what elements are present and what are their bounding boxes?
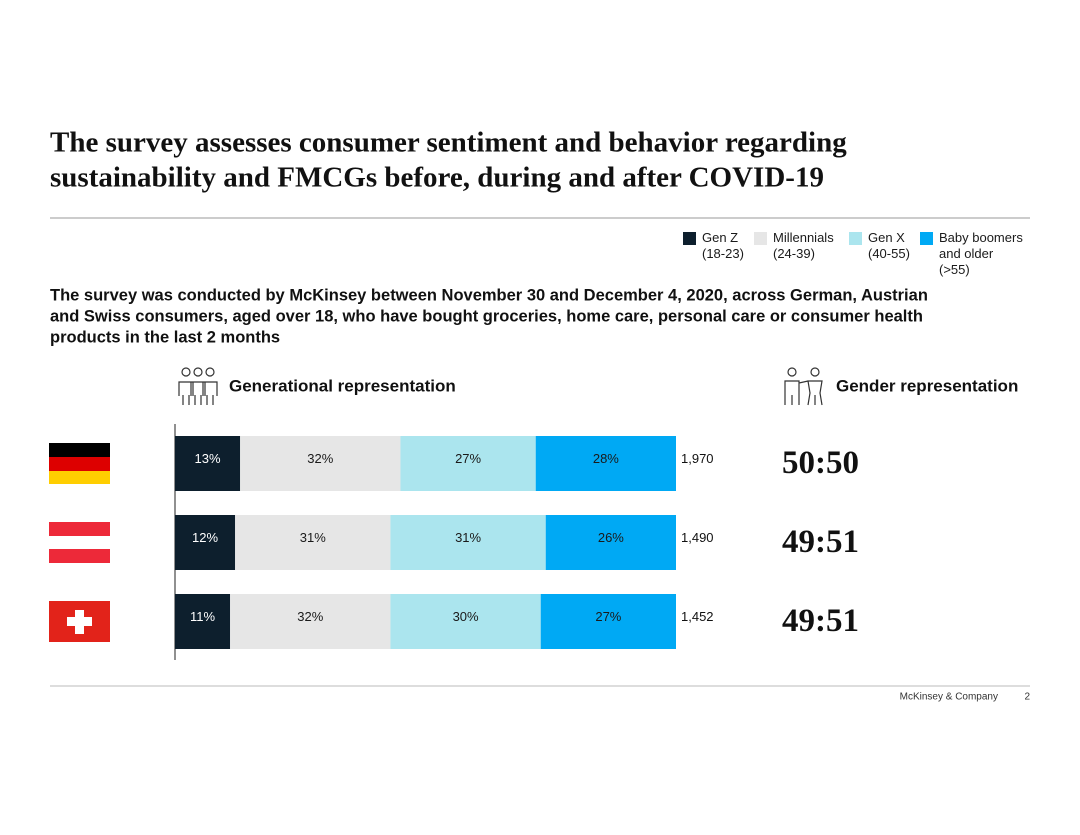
legend-item: Gen Z (18-23): [683, 230, 744, 262]
subtitle: products in the last 2 months: [50, 328, 280, 346]
legend-swatch: [683, 232, 696, 245]
legend-age: (40-55): [868, 246, 910, 261]
value-label: 13%: [195, 451, 221, 466]
bar-segment: [235, 515, 391, 570]
legend-text: Millennials (24-39): [773, 230, 834, 262]
total-label: 1,490: [681, 530, 714, 545]
flag-germany: [49, 443, 110, 484]
bar-segment: [240, 436, 401, 491]
gender-ratio: 49:51: [782, 524, 859, 560]
bar-segment: [535, 436, 676, 491]
value-label: 26%: [598, 530, 624, 545]
legend-text: Baby boomers and older (>55): [939, 230, 1034, 278]
legend-text: Gen Z (18-23): [702, 230, 744, 262]
legend-age: (18-23): [702, 246, 744, 261]
flag-switzerland: [49, 601, 110, 642]
legend-swatch: [920, 232, 933, 245]
legend-text: Gen X (40-55): [868, 230, 910, 262]
gender-icon: [784, 367, 823, 406]
people-icon: [178, 367, 218, 405]
bar-segment: [175, 594, 231, 649]
value-label: 31%: [455, 530, 481, 545]
legend-name: Gen X: [868, 230, 905, 245]
page-number: 2: [1024, 692, 1030, 703]
value-label: 32%: [307, 451, 333, 466]
legend-name: Gen Z: [702, 230, 739, 245]
bar-segment: [175, 515, 236, 570]
legend-age: (>55): [939, 262, 970, 277]
subtitle: and Swiss consumers, aged over 18, who h…: [50, 307, 923, 325]
flag-austria: [49, 522, 110, 563]
bar-segment: [545, 515, 676, 570]
bar-segment: [390, 515, 546, 570]
total-label: 1,970: [681, 451, 714, 466]
chart-title: Generational representation: [229, 376, 456, 395]
bar-segment: [390, 594, 541, 649]
gender-ratio: 50:50: [782, 445, 859, 481]
bar-segment: [230, 594, 391, 649]
total-label: 1,452: [681, 609, 714, 624]
legend-swatch: [754, 232, 767, 245]
value-label: 11%: [190, 609, 215, 624]
bar-segment: [540, 594, 676, 649]
value-label: 28%: [593, 451, 619, 466]
legend-swatch: [849, 232, 862, 245]
value-label: 12%: [192, 530, 218, 545]
legend-age: (24-39): [773, 246, 815, 261]
bar-segment: [175, 436, 241, 491]
value-label: 27%: [595, 609, 621, 624]
subtitle: The survey was conducted by McKinsey bet…: [50, 286, 928, 304]
legend-name: Baby boomers and older: [939, 230, 1023, 261]
bar-segment: [400, 436, 536, 491]
value-label: 27%: [455, 451, 481, 466]
legend-item: Gen X (40-55): [849, 230, 910, 262]
legend-item: Millennials (24-39): [754, 230, 834, 262]
value-label: 32%: [297, 609, 323, 624]
value-label: 31%: [300, 530, 326, 545]
gender-title: Gender representation: [836, 376, 1018, 395]
slide-title: sustainability and FMCGs before, during …: [50, 162, 824, 194]
legend-item: Baby boomers and older (>55): [920, 230, 1034, 278]
slide-title: The survey assesses consumer sentiment a…: [50, 127, 847, 159]
gender-ratio: 49:51: [782, 603, 859, 639]
legend-name: Millennials: [773, 230, 834, 245]
footer-source: McKinsey & Company: [900, 692, 998, 703]
value-label: 30%: [453, 609, 479, 624]
